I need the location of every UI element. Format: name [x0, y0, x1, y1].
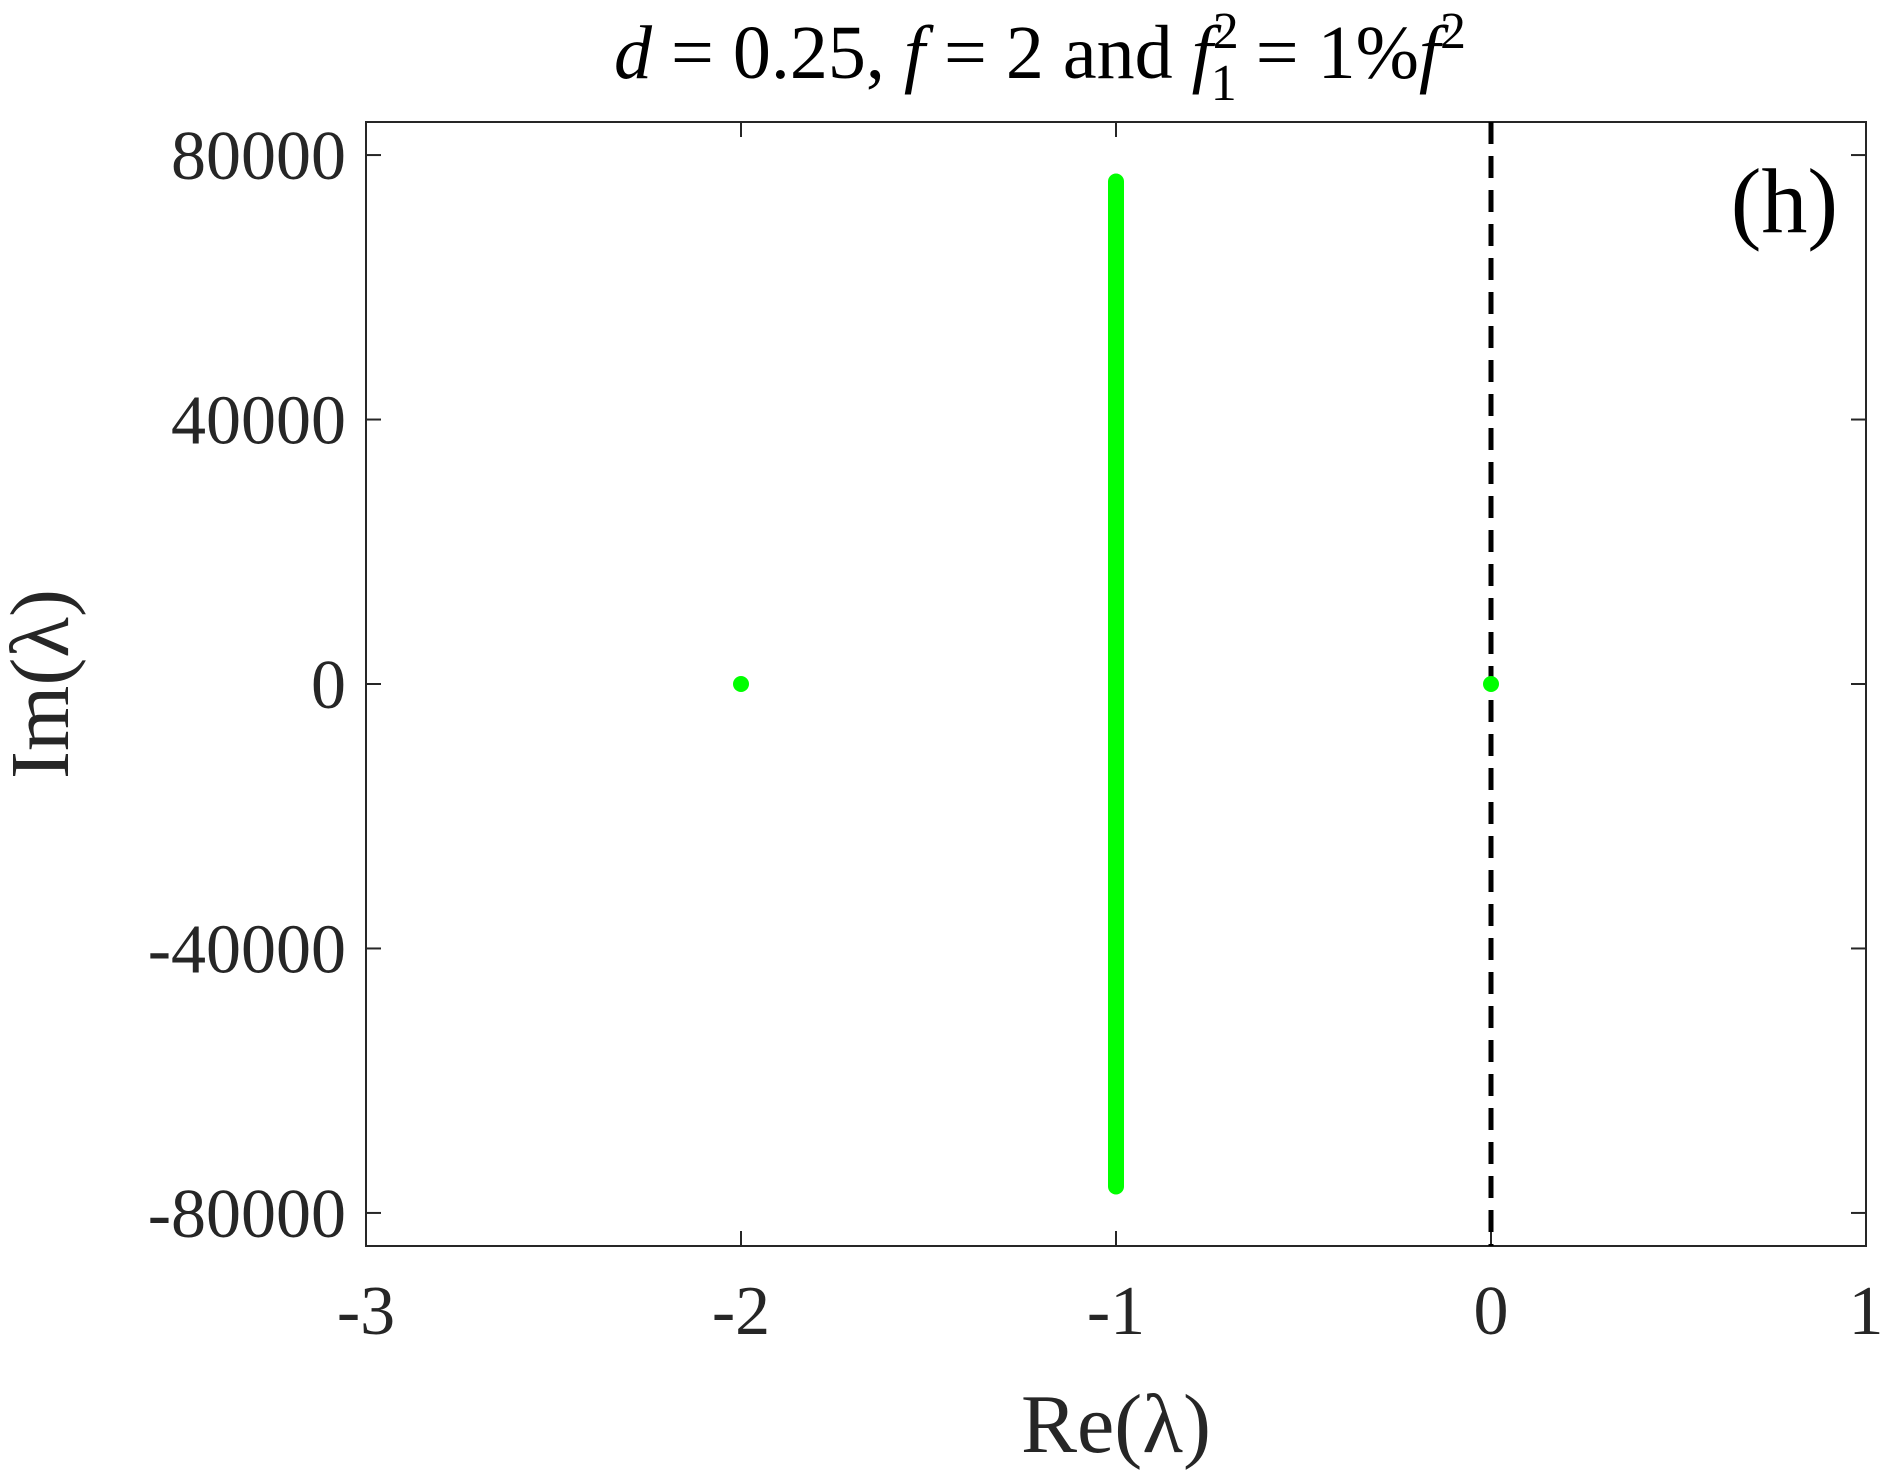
- panel-label: (h): [1731, 150, 1838, 252]
- y-tick-label: -40000: [148, 911, 346, 988]
- ticks-layer: -3 -2 -1 0 1 80000 40000 0 -40000 -80000: [148, 118, 1884, 1350]
- x-axis-label: Re(λ): [1021, 1378, 1211, 1471]
- chart-title: d = 0.25, f = 2 and f2 1 = 1%f2: [614, 3, 1466, 112]
- marks-layer: [733, 122, 1499, 1246]
- eigenvalue-point: [733, 676, 749, 692]
- y-tick-label: 0: [311, 647, 346, 724]
- y-tick-label: 40000: [171, 383, 346, 460]
- x-tick-label: -3: [337, 1273, 395, 1350]
- x-tick-label: -2: [712, 1273, 770, 1350]
- y-tick-label: 80000: [171, 118, 346, 195]
- eigenvalue-point: [1483, 676, 1499, 692]
- x-tick-label: 0: [1474, 1273, 1509, 1350]
- y-axis-label: Im(λ): [0, 589, 87, 779]
- x-tick-label: 1: [1849, 1273, 1884, 1350]
- x-tick-label: -1: [1087, 1273, 1145, 1350]
- y-tick-label: -80000: [148, 1176, 346, 1253]
